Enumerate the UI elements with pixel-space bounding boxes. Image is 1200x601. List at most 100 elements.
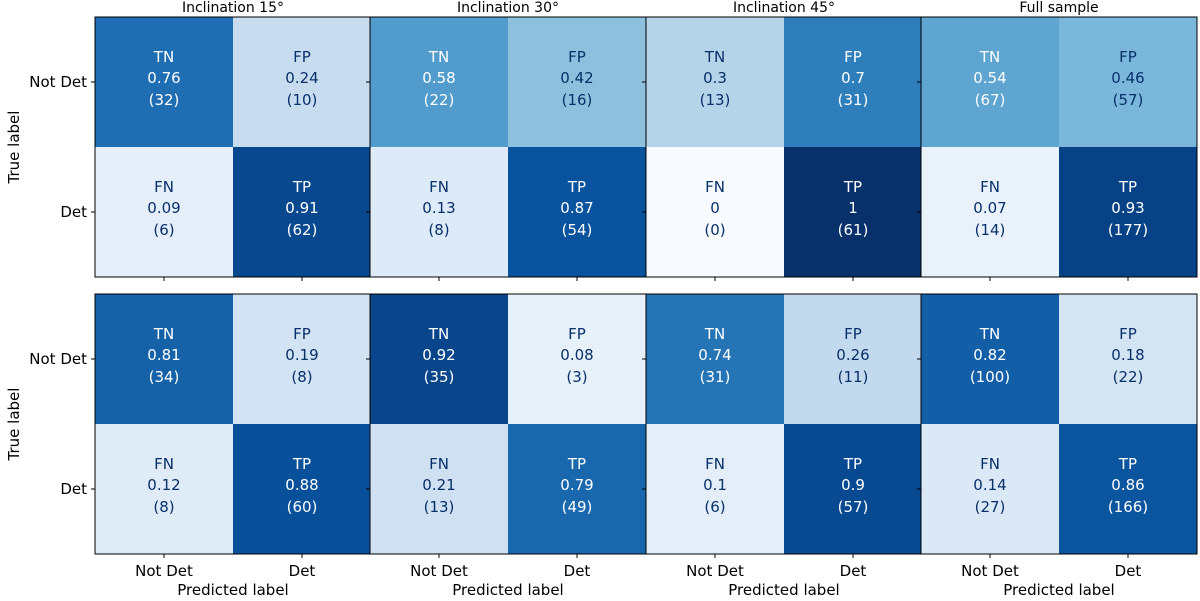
cell-value-label: 0.54 [973, 69, 1006, 87]
matrix-cell [233, 17, 371, 147]
cell-count-label: (61) [838, 221, 869, 239]
cell-type-label: TP [292, 455, 311, 473]
cell-type-label: TN [428, 325, 449, 343]
cell-count-label: (57) [1113, 91, 1144, 109]
x-tick-label: Not Det [135, 562, 193, 580]
cell-count-label: (11) [838, 368, 869, 386]
y-tick-label: Det [60, 203, 87, 221]
cell-type-label: TN [704, 325, 725, 343]
cell-value-label: 0.3 [703, 69, 727, 87]
cell-type-label: TN [153, 325, 174, 343]
matrix-cell [1059, 17, 1197, 147]
matrix-cell [95, 17, 233, 147]
y-axis-label: True label [5, 388, 23, 462]
cell-value-label: 0.07 [973, 199, 1006, 217]
x-tick-label: Not Det [686, 562, 744, 580]
cell-count-label: (31) [700, 368, 731, 386]
cell-count-label: (6) [704, 498, 725, 516]
cell-type-label: TN [979, 325, 1000, 343]
cell-type-label: FP [568, 325, 586, 343]
cell-count-label: (16) [562, 91, 593, 109]
cell-type-label: FN [705, 455, 725, 473]
cell-value-label: 0.87 [560, 199, 593, 217]
cell-count-label: (57) [838, 498, 869, 516]
matrix-cell [921, 294, 1059, 424]
cell-count-label: (22) [424, 91, 455, 109]
cell-type-label: TN [704, 48, 725, 66]
cell-type-label: TP [843, 178, 862, 196]
x-axis-label: Predicted label [1003, 581, 1114, 599]
matrix-cell [784, 17, 922, 147]
cell-count-label: (13) [424, 498, 455, 516]
cell-value-label: 0.09 [147, 199, 180, 217]
x-axis-label: Predicted label [177, 581, 288, 599]
matrix-cell [646, 424, 784, 554]
cell-type-label: TN [979, 48, 1000, 66]
matrix-cell [370, 17, 508, 147]
cell-type-label: FP [293, 48, 311, 66]
cell-count-label: (67) [975, 91, 1006, 109]
cell-value-label: 0.88 [285, 476, 318, 494]
cell-value-label: 0.18 [1111, 346, 1144, 364]
cell-type-label: FN [154, 178, 174, 196]
cell-count-label: (60) [287, 498, 318, 516]
cell-type-label: FP [1119, 325, 1137, 343]
cell-value-label: 0.14 [973, 476, 1006, 494]
cell-count-label: (100) [970, 368, 1010, 386]
cell-value-label: 0.92 [422, 346, 455, 364]
cell-type-label: FP [844, 325, 862, 343]
cell-value-label: 0.24 [285, 69, 318, 87]
cell-count-label: (10) [287, 91, 318, 109]
axes-frame [920, 16, 1198, 278]
matrix-cell [508, 424, 646, 554]
cell-count-label: (22) [1113, 368, 1144, 386]
cell-count-label: (49) [562, 498, 593, 516]
cell-type-label: FN [429, 455, 449, 473]
cell-value-label: 0.08 [560, 346, 593, 364]
cell-type-label: TP [1118, 455, 1137, 473]
column-title: Full sample [1019, 0, 1098, 16]
cell-type-label: TN [153, 48, 174, 66]
matrix-cell [646, 294, 784, 424]
cell-count-label: (8) [153, 498, 174, 516]
cell-count-label: (177) [1108, 221, 1148, 239]
axes-frame [920, 293, 1198, 555]
cell-value-label: 0.9 [841, 476, 865, 494]
cell-count-label: (13) [700, 91, 731, 109]
column-title: Inclination 30° [457, 0, 559, 16]
x-tick-label: Det [564, 562, 591, 580]
cell-value-label: 0.46 [1111, 69, 1144, 87]
cell-value-label: 0.74 [698, 346, 731, 364]
cell-value-label: 0.86 [1111, 476, 1144, 494]
matrix-cell [646, 147, 784, 277]
cell-count-label: (31) [838, 91, 869, 109]
column-title: Inclination 45° [733, 0, 835, 16]
x-axis-label: Predicted label [452, 581, 563, 599]
cell-value-label: 0.21 [422, 476, 455, 494]
matrix-cell [95, 294, 233, 424]
cell-type-label: TP [292, 178, 311, 196]
cell-type-label: FN [980, 455, 1000, 473]
x-tick-label: Not Det [961, 562, 1019, 580]
cell-type-label: TP [567, 178, 586, 196]
y-tick-label: Not Det [29, 350, 87, 368]
cell-count-label: (6) [153, 221, 174, 239]
matrix-cell [508, 294, 646, 424]
x-tick-label: Not Det [410, 562, 468, 580]
cell-value-label: 0.82 [973, 346, 1006, 364]
x-tick-label: Det [1115, 562, 1142, 580]
cell-count-label: (27) [975, 498, 1006, 516]
cell-type-label: FP [568, 48, 586, 66]
matrix-cell [95, 424, 233, 554]
cell-value-label: 0.76 [147, 69, 180, 87]
cell-value-label: 0.7 [841, 69, 865, 87]
matrix-cell [921, 17, 1059, 147]
cell-count-label: (166) [1108, 498, 1148, 516]
cell-count-label: (8) [291, 368, 312, 386]
cell-type-label: TN [428, 48, 449, 66]
matrix-cell [1059, 294, 1197, 424]
cell-type-label: TP [567, 455, 586, 473]
x-axis-label: Predicted label [728, 581, 839, 599]
cell-value-label: 0.93 [1111, 199, 1144, 217]
